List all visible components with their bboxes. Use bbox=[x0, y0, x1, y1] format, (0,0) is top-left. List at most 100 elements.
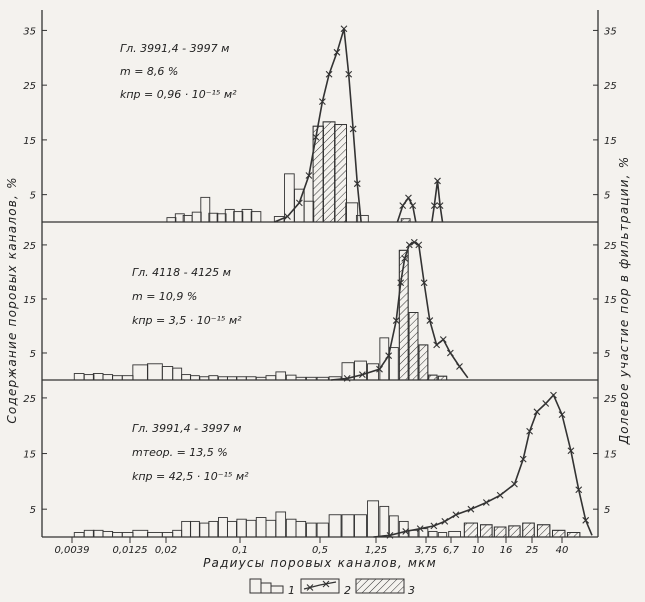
hatched-bar bbox=[418, 344, 429, 381]
hatched-bar bbox=[334, 124, 347, 223]
histogram-bar bbox=[241, 208, 253, 223]
panel-middle-porosity: m = 10,9 % bbox=[132, 290, 197, 303]
hatched-bar bbox=[552, 529, 566, 538]
panel-bottom-porosity: mтеор. = 13,5 % bbox=[132, 446, 228, 459]
histogram-bar bbox=[112, 532, 123, 538]
curve-marker bbox=[482, 498, 490, 507]
legend-key-3: 3 bbox=[408, 584, 415, 597]
histogram-bar bbox=[306, 522, 317, 538]
filtration-curve bbox=[331, 241, 469, 381]
x-axis-ticks: 0,0039 0,0125 0,02 0,1 0,5 1,25 3,75 6,7 10 16 25 4… bbox=[55, 537, 568, 556]
histogram-bar bbox=[236, 518, 247, 538]
hatched-bar bbox=[437, 375, 448, 381]
histogram-bar bbox=[121, 532, 134, 538]
histogram-bar bbox=[174, 213, 185, 223]
legend-hatched-symbol bbox=[355, 578, 405, 594]
y-tick-label-left: 15 bbox=[23, 450, 36, 461]
histogram-bar bbox=[437, 532, 448, 538]
curve-marker bbox=[496, 491, 504, 499]
histogram-bar bbox=[341, 362, 355, 381]
y-tick-label-left: 25 bbox=[23, 241, 36, 252]
histogram-bar bbox=[306, 376, 317, 381]
histogram-bar bbox=[73, 373, 85, 381]
panel-bottom: Гл. 3991,4 - 3997 м mтеор. = 13,5 % kпр … bbox=[23, 391, 617, 539]
histogram-bar bbox=[218, 517, 228, 538]
x-tick-label: 3,75 bbox=[415, 545, 437, 556]
y-tick-label-right: 15 bbox=[604, 450, 617, 461]
filtration-curve bbox=[373, 393, 593, 538]
histogram-bar bbox=[316, 522, 329, 538]
x-axis-label: Радиусы поровых каналов, мкм bbox=[203, 556, 437, 570]
histogram-bar bbox=[379, 505, 390, 538]
histogram-bar bbox=[191, 211, 202, 223]
histogram-bar bbox=[354, 360, 367, 381]
histogram-bar bbox=[250, 211, 262, 223]
curve-marker bbox=[404, 194, 412, 202]
x-tick-label: 0,1 bbox=[232, 545, 248, 556]
y-tick-label-left: 15 bbox=[23, 295, 36, 306]
panel-top-permeability: kпр = 0,96 · 10⁻¹⁵ м² bbox=[120, 88, 237, 101]
y-tick-label-right: 25 bbox=[604, 241, 617, 252]
curve-marker bbox=[542, 399, 550, 408]
hatched-bar bbox=[400, 218, 411, 223]
y-tick-label-left: 15 bbox=[23, 136, 36, 147]
histogram-bar bbox=[208, 212, 219, 223]
histogram-bar bbox=[273, 216, 285, 223]
y-tick-label-left: 25 bbox=[23, 81, 36, 92]
histogram-bar bbox=[295, 520, 307, 538]
y-tick-label-right: 25 bbox=[604, 394, 617, 405]
histogram-bar bbox=[161, 366, 174, 381]
histogram-bar bbox=[367, 500, 380, 538]
y-tick-label-right: 5 bbox=[604, 191, 610, 202]
y-tick-label-right: 15 bbox=[604, 295, 617, 306]
histogram-bar bbox=[345, 202, 359, 223]
histogram-bar bbox=[146, 363, 163, 381]
histogram-bar bbox=[354, 514, 367, 538]
histogram-bar bbox=[233, 211, 244, 223]
histogram-bar bbox=[92, 529, 104, 538]
panel-middle-depth: Гл. 4118 - 4125 м bbox=[132, 266, 231, 279]
y-tick-label-left: 25 bbox=[23, 394, 36, 405]
curve-marker bbox=[455, 362, 464, 371]
panel-bottom-depth: Гл. 3991,4 - 3997 м bbox=[132, 422, 241, 435]
histogram-bar bbox=[316, 376, 329, 381]
histogram-bar bbox=[181, 520, 192, 538]
x-tick-label: 25 bbox=[526, 545, 539, 556]
hatched-bar bbox=[566, 532, 581, 538]
histogram-bar bbox=[285, 374, 297, 381]
histogram-bar bbox=[418, 528, 429, 538]
histogram-bar bbox=[388, 347, 399, 381]
y-tick-label-right: 5 bbox=[604, 505, 610, 516]
x-tick-label: 0,5 bbox=[312, 545, 328, 556]
histogram-bar bbox=[189, 520, 200, 538]
y-tick-label-right: 15 bbox=[604, 136, 617, 147]
histogram-bar bbox=[341, 514, 355, 538]
histogram-bar bbox=[172, 367, 183, 381]
histogram-bar bbox=[102, 374, 114, 381]
histogram-bar bbox=[208, 375, 219, 381]
histogram-bar bbox=[388, 515, 399, 538]
x-tick-label: 6,7 bbox=[443, 545, 460, 556]
x-tick-label: 16 bbox=[500, 545, 513, 556]
panel-middle: Гл. 4118 - 4125 м m = 10,9 % kпр = 3,5 ·… bbox=[23, 238, 617, 382]
histogram-bar bbox=[255, 517, 267, 538]
histogram-bar bbox=[146, 532, 163, 538]
histogram-bar bbox=[355, 214, 369, 223]
histogram-bar bbox=[132, 364, 149, 381]
histogram-bar bbox=[328, 514, 342, 538]
y-tick-label-left: 5 bbox=[30, 191, 36, 202]
y-axis-right-label: Долевое участие пор в фильтрации, % bbox=[617, 156, 631, 446]
panel-middle-permeability: kпр = 3,5 · 10⁻¹⁵ м² bbox=[132, 314, 242, 327]
histogram-bar bbox=[172, 529, 183, 538]
y-tick-label-left: 35 bbox=[23, 26, 36, 37]
histogram-bar bbox=[255, 376, 267, 381]
y-tick-label-left: 5 bbox=[30, 505, 36, 516]
y-tick-label-left: 5 bbox=[30, 349, 36, 360]
histogram-bar bbox=[227, 520, 237, 538]
histogram-bar bbox=[448, 530, 461, 538]
y-axis-left-label: Содержание поровых каналов, % bbox=[5, 176, 19, 423]
hatched-bar bbox=[508, 525, 521, 538]
histogram-bar bbox=[161, 532, 174, 538]
panel-top: Гл. 3991,4 - 3997 м m = 8,6 % kпр = 0,96… bbox=[23, 25, 617, 223]
